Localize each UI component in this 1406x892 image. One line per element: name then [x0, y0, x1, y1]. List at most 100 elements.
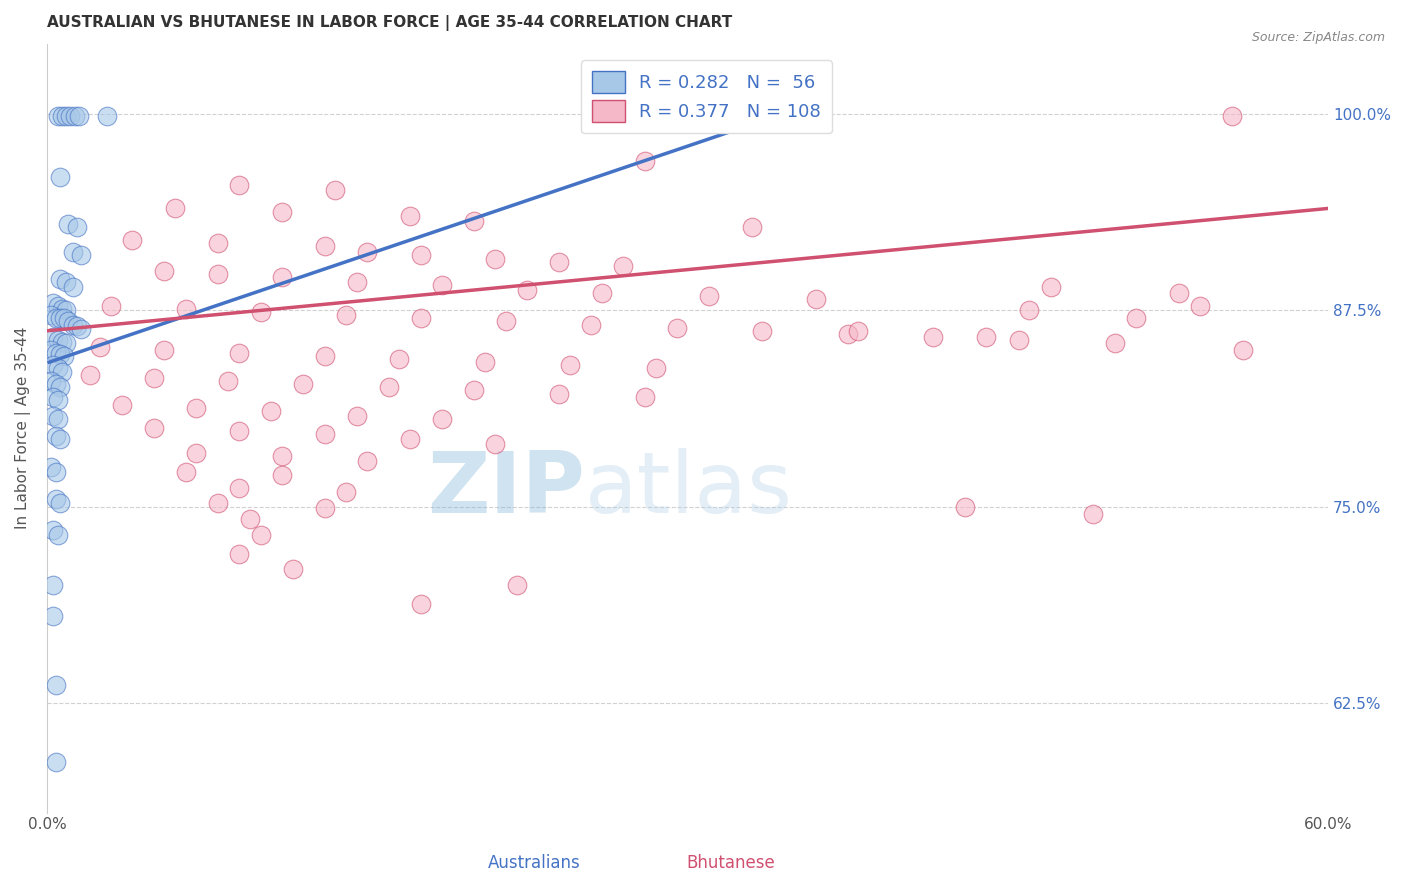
- Point: [548, 254, 571, 268]
- Point: [1104, 336, 1126, 351]
- Point: [55, 275, 77, 289]
- Point: [463, 214, 485, 228]
- Point: [46, 333, 69, 347]
- Point: [976, 330, 998, 344]
- Point: [484, 252, 506, 266]
- Text: AUSTRALIAN VS BHUTANESE IN LABOR FORCE | AGE 35-44 CORRELATION CHART: AUSTRALIAN VS BHUTANESE IN LABOR FORCE |…: [46, 15, 733, 31]
- Point: [804, 293, 827, 307]
- Point: [153, 264, 176, 278]
- Point: [49, 272, 72, 286]
- Point: [44, 465, 66, 479]
- Point: [270, 204, 292, 219]
- Point: [39, 374, 62, 388]
- Point: [121, 233, 143, 247]
- Point: [314, 501, 336, 516]
- Point: [49, 347, 72, 361]
- Point: [697, 289, 720, 303]
- Point: [46, 528, 69, 542]
- Point: [44, 311, 66, 326]
- Point: [46, 299, 69, 313]
- Point: [39, 343, 62, 357]
- Point: [42, 390, 65, 404]
- Point: [922, 330, 945, 344]
- Point: [356, 454, 378, 468]
- Point: [42, 609, 65, 624]
- Point: [751, 324, 773, 338]
- Point: [558, 359, 581, 373]
- Point: [228, 547, 250, 561]
- Y-axis label: In Labor Force | Age 35-44: In Labor Force | Age 35-44: [15, 326, 31, 529]
- Point: [217, 374, 239, 388]
- Point: [1125, 311, 1147, 326]
- Point: [55, 109, 77, 123]
- Point: [49, 311, 72, 326]
- Point: [270, 468, 292, 483]
- Text: Bhutanese: Bhutanese: [686, 855, 776, 872]
- Point: [39, 460, 62, 475]
- Point: [100, 299, 122, 313]
- Point: [62, 245, 84, 260]
- Point: [228, 178, 250, 192]
- Point: [239, 512, 262, 526]
- Point: [207, 235, 229, 250]
- Point: [837, 326, 859, 341]
- Point: [51, 301, 73, 316]
- Point: [165, 202, 187, 216]
- Point: [314, 239, 336, 253]
- Point: [409, 248, 432, 262]
- Point: [46, 411, 69, 425]
- Point: [55, 336, 77, 351]
- Point: [335, 308, 357, 322]
- Point: [1007, 333, 1029, 347]
- Point: [323, 183, 346, 197]
- Point: [49, 496, 72, 510]
- Point: [53, 311, 76, 326]
- Point: [270, 450, 292, 464]
- Point: [58, 217, 80, 231]
- Point: [1018, 303, 1040, 318]
- Point: [270, 270, 292, 285]
- Text: Source: ZipAtlas.com: Source: ZipAtlas.com: [1251, 31, 1385, 45]
- Point: [314, 427, 336, 442]
- Point: [953, 500, 976, 514]
- Point: [1220, 109, 1243, 123]
- Point: [335, 485, 357, 500]
- Point: [260, 404, 283, 418]
- Point: [44, 377, 66, 392]
- Point: [42, 578, 65, 592]
- Point: [249, 305, 271, 319]
- Point: [612, 260, 634, 274]
- Text: Australians: Australians: [488, 855, 581, 872]
- Point: [207, 268, 229, 282]
- Point: [186, 446, 208, 460]
- Point: [1167, 286, 1189, 301]
- Point: [346, 275, 368, 289]
- Point: [111, 398, 134, 412]
- Point: [495, 314, 517, 328]
- Point: [51, 365, 73, 379]
- Point: [474, 355, 496, 369]
- Point: [142, 371, 165, 385]
- Point: [399, 432, 422, 446]
- Text: atlas: atlas: [585, 448, 793, 531]
- Point: [174, 465, 197, 479]
- Point: [1232, 343, 1254, 357]
- Point: [49, 169, 72, 184]
- Point: [62, 318, 84, 332]
- Point: [409, 311, 432, 326]
- Point: [506, 578, 529, 592]
- Legend: R = 0.282   N =  56, R = 0.377   N = 108: R = 0.282 N = 56, R = 0.377 N = 108: [581, 61, 831, 133]
- Point: [207, 496, 229, 510]
- Point: [44, 756, 66, 770]
- Point: [409, 597, 432, 611]
- Point: [70, 248, 93, 262]
- Point: [51, 334, 73, 349]
- Point: [228, 481, 250, 495]
- Point: [581, 318, 603, 332]
- Point: [42, 359, 65, 373]
- Point: [1083, 508, 1105, 522]
- Point: [249, 528, 271, 542]
- Point: [96, 109, 118, 123]
- Point: [49, 380, 72, 394]
- Point: [42, 409, 65, 423]
